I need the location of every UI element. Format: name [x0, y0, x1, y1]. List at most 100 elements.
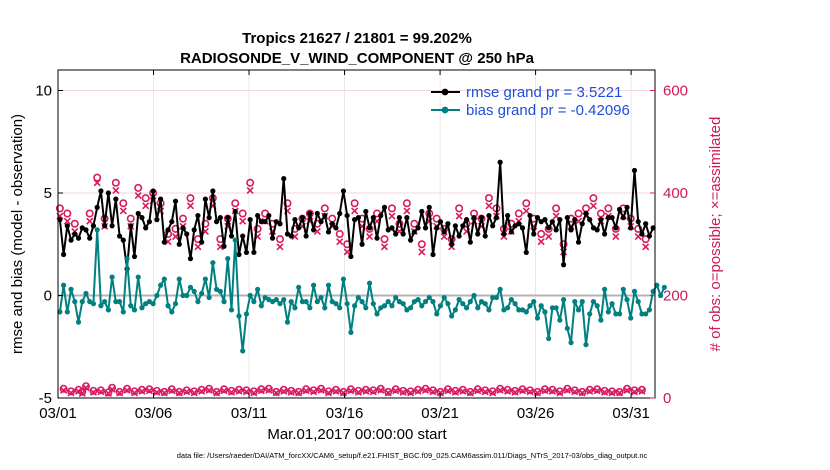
rmse-point — [146, 219, 153, 225]
obs-possible-point — [522, 199, 531, 208]
obs-possible-point — [175, 387, 184, 396]
rmse-point — [445, 221, 451, 227]
obs-assimilated-stroke — [347, 387, 355, 395]
obs-possible-point — [152, 386, 161, 395]
rmse-point — [154, 217, 160, 223]
obs-assimilated-stroke — [489, 389, 497, 397]
obs-possible-point — [220, 385, 229, 394]
bias-point — [83, 290, 89, 297]
bias-point — [154, 292, 160, 299]
bias-point — [564, 325, 570, 331]
obs-assimilated-point — [593, 387, 601, 395]
obs-assimilated-stroke — [235, 387, 243, 395]
obs-assimilated-stroke — [175, 389, 183, 397]
obs-assimilated-stroke — [377, 386, 385, 394]
rmse-point — [482, 233, 488, 239]
rmse-point — [415, 225, 421, 231]
rmse-point — [225, 215, 231, 221]
obs-assimilated-stroke — [518, 387, 527, 395]
bias-point — [497, 286, 503, 292]
obs-assimilated-stroke — [537, 238, 545, 246]
obs-assimilated-point — [377, 386, 385, 394]
rmse-point — [236, 251, 242, 258]
obs-assimilated-stroke — [612, 232, 620, 241]
obs-possible-point — [376, 384, 385, 393]
obs-assimilated-point — [380, 243, 389, 251]
bias-point — [98, 303, 104, 309]
rmse-point — [340, 188, 347, 194]
x-tick-label: 03/06 — [135, 405, 173, 422]
obs-assimilated-point — [518, 387, 527, 395]
rmse-point — [228, 233, 235, 239]
y2-tick-label: 400 — [663, 185, 688, 202]
bias-point — [657, 292, 664, 299]
obs-possible-point — [264, 384, 273, 393]
obs-possible-point — [503, 385, 512, 394]
obs-assimilated-point — [343, 248, 351, 256]
obs-assimilated-point — [287, 388, 295, 396]
obs-assimilated-stroke — [138, 387, 146, 395]
rmse-point — [560, 262, 567, 268]
rmse-point — [143, 225, 149, 231]
obs-assimilated-stroke — [522, 207, 530, 215]
obs-assimilated-stroke — [466, 389, 474, 397]
legend-rmse-marker — [441, 88, 449, 96]
obs-assimilated-point — [213, 389, 221, 397]
obs-assimilated-point — [403, 207, 411, 215]
obs-assimilated-stroke — [280, 387, 288, 395]
bias-point — [72, 299, 78, 305]
obs-assimilated-point — [310, 388, 318, 396]
obs-assimilated-point — [630, 388, 639, 396]
rmse-point — [210, 188, 216, 194]
obs-assimilated-stroke — [563, 386, 571, 394]
obs-possible-point — [67, 387, 76, 396]
rmse-point — [497, 159, 503, 165]
obs-possible-point — [167, 385, 176, 394]
bias-point — [64, 309, 70, 315]
obs-assimilated-stroke — [287, 388, 295, 396]
rmse-point — [408, 237, 414, 243]
rmse-point — [542, 217, 548, 223]
rmse-point — [72, 231, 78, 237]
obs-possible-point — [227, 386, 236, 395]
obs-assimilated-stroke — [97, 388, 105, 396]
obs-assimilated-point — [556, 389, 564, 397]
obs-assimilated-point — [589, 202, 598, 210]
obs-possible-point — [563, 384, 572, 393]
obs-assimilated-point — [227, 388, 236, 396]
obs-possible-point — [384, 387, 393, 396]
bias-point — [281, 297, 287, 303]
obs-assimilated-stroke — [459, 387, 467, 395]
rmse-point — [90, 223, 97, 229]
obs-assimilated-stroke — [574, 217, 583, 225]
rmse-point — [281, 176, 287, 182]
bias-point — [460, 301, 466, 307]
rmse-point — [269, 235, 276, 241]
rmse-point — [363, 208, 369, 215]
obs-assimilated-point — [246, 186, 254, 195]
obs-assimilated-stroke — [485, 202, 493, 210]
obs-assimilated-point — [612, 232, 620, 241]
rmse-point — [310, 227, 317, 233]
rmse-point — [493, 215, 500, 221]
rmse-point — [396, 215, 403, 221]
obs-possible-point — [108, 383, 117, 392]
obs-assimilated-point — [295, 389, 303, 397]
obs-assimilated-stroke — [142, 202, 150, 210]
rmse-point — [240, 233, 246, 239]
y2-axis-label: # of obs: o=possible; ×=assimilated — [707, 117, 724, 352]
bias-point — [602, 286, 608, 292]
obs-assimilated-point — [272, 389, 280, 397]
rmse-point — [434, 225, 440, 231]
bias-point — [575, 307, 582, 313]
bias-point — [538, 303, 544, 309]
obs-assimilated-stroke — [198, 387, 206, 395]
bias-point — [583, 342, 589, 348]
bias-point — [139, 305, 145, 311]
bias-point — [161, 276, 167, 282]
rmse-point — [299, 215, 305, 221]
bias-point — [172, 301, 179, 307]
y2-tick-label: 600 — [663, 83, 688, 100]
obs-assimilated-stroke — [119, 207, 127, 215]
bias-point — [415, 297, 421, 303]
